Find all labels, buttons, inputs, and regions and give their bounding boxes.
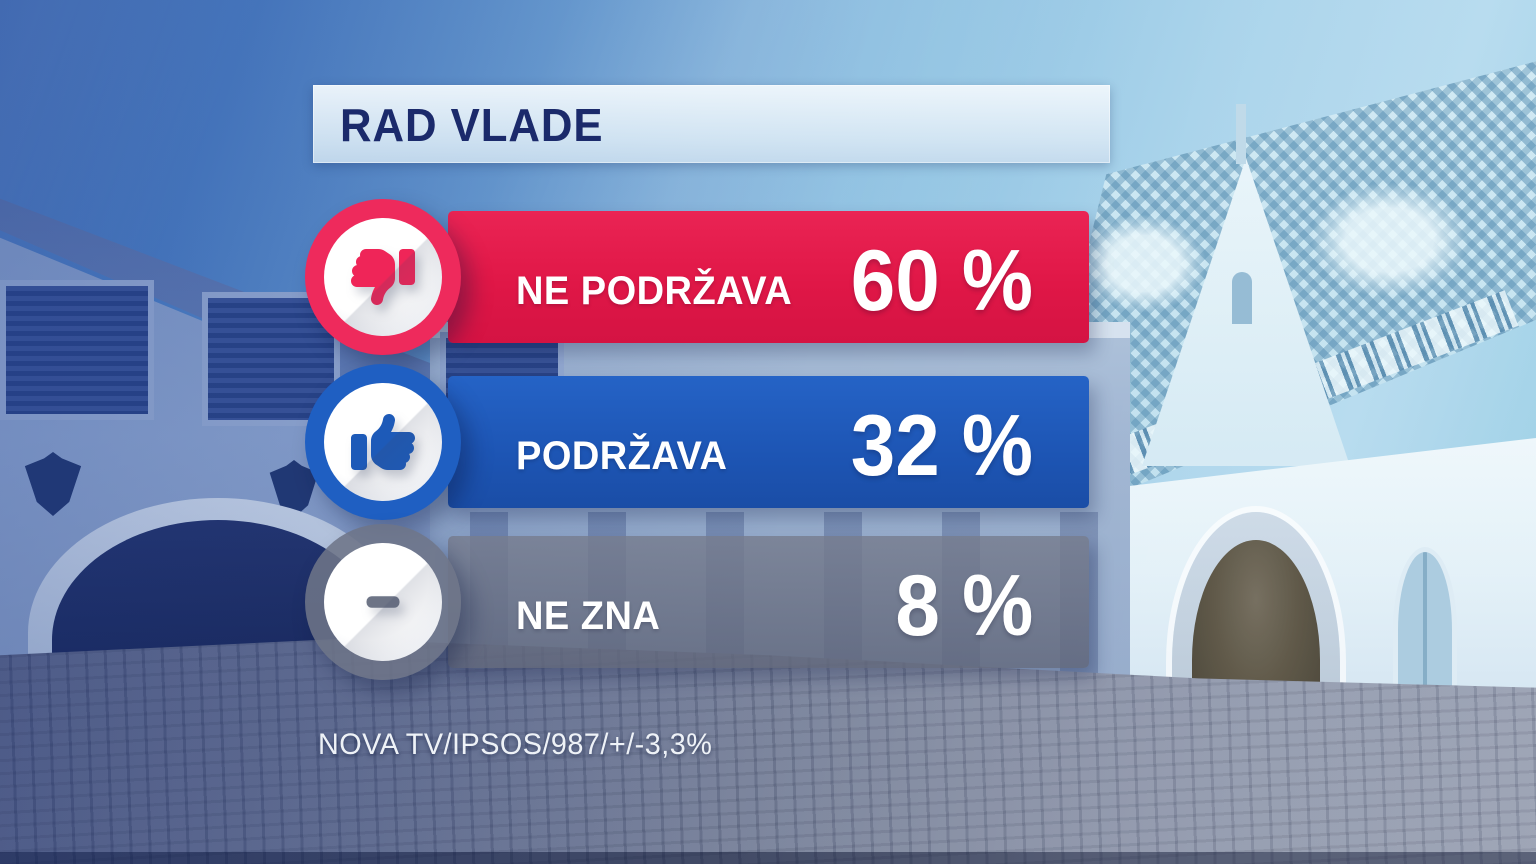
thumbs-up-badge: [305, 364, 461, 520]
bar-label: NE ZNA: [516, 593, 661, 638]
church-gothic-window: [1398, 552, 1452, 688]
neutral-badge: [305, 524, 461, 680]
bar-value: 60 %: [850, 232, 1033, 329]
bar-ne-zna: NE ZNA 8 %: [448, 536, 1089, 668]
title-bar: RAD VLADE: [313, 85, 1110, 163]
bar-podrzava: PODRŽAVA 32 %: [448, 376, 1089, 508]
gable-window: [1232, 272, 1252, 324]
thumbs-up-icon: [324, 383, 442, 501]
page-title: RAD VLADE: [340, 99, 604, 151]
bar-value: 8 %: [895, 557, 1033, 654]
left-building-window: [208, 298, 334, 420]
bar-label: PODRŽAVA: [516, 433, 728, 478]
bar-value: 32 %: [850, 397, 1033, 494]
poll-source-text: NOVA TV/IPSOS/987/+/-3,3%: [318, 728, 713, 761]
bar-ne-podrzava: NE PODRŽAVA 60 %: [448, 211, 1089, 343]
church-spire: [1236, 104, 1246, 164]
thumbs-down-icon: [324, 218, 442, 336]
bar-label: NE PODRŽAVA: [516, 268, 793, 313]
minus-icon: [324, 543, 442, 661]
thumbs-down-badge: [305, 199, 461, 355]
left-building-window: [6, 286, 148, 414]
